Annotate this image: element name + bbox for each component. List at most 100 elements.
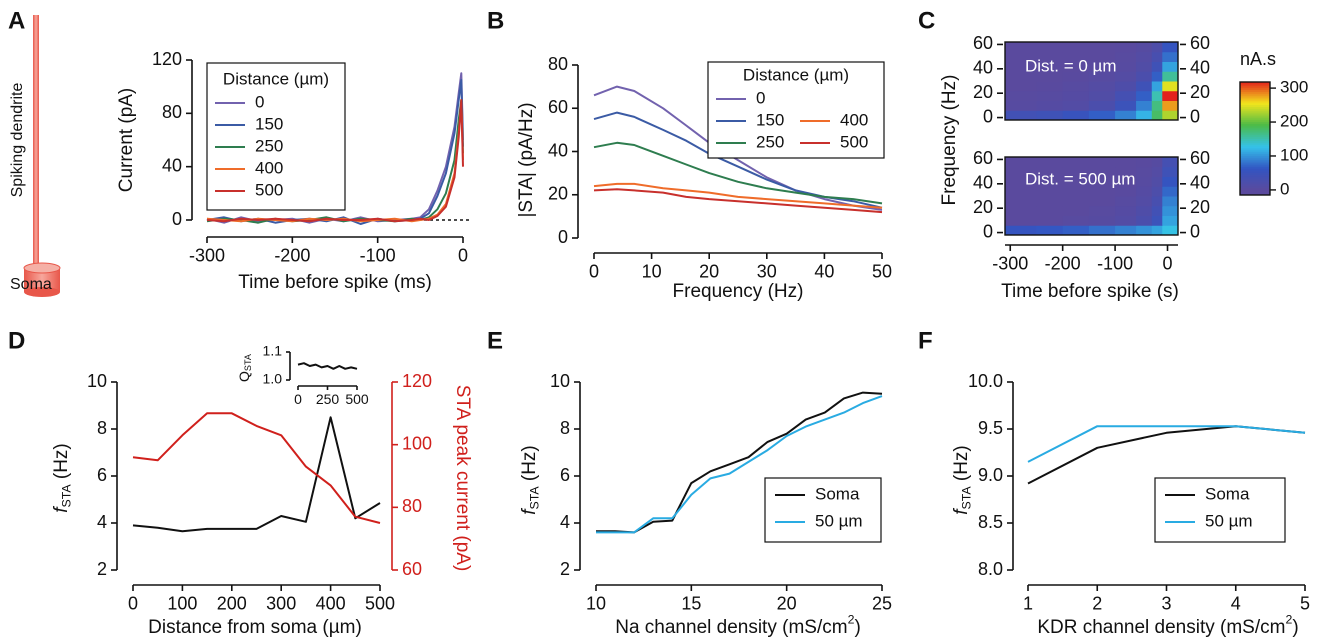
legend-label: 150 (255, 114, 283, 133)
colorbar-strip (1240, 181, 1270, 185)
heat-cell (1151, 157, 1163, 168)
heat-cell (1151, 51, 1163, 62)
heat-cell (1088, 196, 1116, 207)
heat-cell (1136, 196, 1153, 207)
colorbar-strip (1240, 151, 1270, 155)
panel-letter: B (487, 7, 504, 34)
legend-label: 500 (255, 180, 283, 199)
colorbar-strip (1240, 174, 1270, 177)
y2-tick-label: 60 (1190, 148, 1210, 168)
colorbar-strip (1240, 138, 1270, 141)
heat-cell (1115, 225, 1137, 236)
colorbar-strip (1240, 104, 1270, 107)
colorbar-strip (1240, 144, 1270, 147)
y-tick-label: 40 (973, 173, 993, 193)
colorbar-strip (1240, 129, 1270, 132)
colorbar-tick-label: 0 (1280, 179, 1289, 198)
y-tick-label: 9.0 (978, 465, 1003, 485)
x-tick-label: 10 (586, 593, 606, 613)
colorbar-strip (1240, 170, 1270, 173)
legend-label: Soma (1205, 484, 1250, 503)
x-tick-label: 0 (458, 245, 468, 265)
colorbar-strip (1240, 187, 1270, 190)
heat-cell (1136, 215, 1153, 226)
x-tick-label: 10 (642, 261, 662, 281)
heat-cell (1151, 61, 1163, 72)
heat-cell (1005, 100, 1037, 111)
heat-cell (1162, 61, 1179, 72)
y2-axis-label: STA peak current (pA) (452, 385, 473, 572)
label-part: (Hz) (519, 445, 540, 486)
y2-tick-label: 40 (1190, 58, 1210, 78)
panel-letter: E (487, 327, 503, 354)
heat-cell (1062, 166, 1090, 177)
heatmap-frame (1004, 156, 1179, 236)
y-tick-label: 10.0 (968, 371, 1003, 391)
colorbar-strip (1240, 146, 1270, 149)
heat-cell (1088, 215, 1116, 226)
label-part: f (51, 506, 72, 513)
heat-cell (1062, 186, 1090, 197)
heat-cell (1136, 51, 1153, 62)
colorbar-frame (1239, 81, 1271, 196)
colorbar-strip (1240, 100, 1270, 104)
x-axis-label: Na channel density (mS/cm2) (615, 613, 861, 638)
heat-cell (1162, 51, 1179, 62)
y2-tick-label: 60 (1190, 33, 1210, 53)
heat-cell (1005, 90, 1037, 101)
heat-cell (1115, 42, 1137, 53)
colorbar-strip (1240, 179, 1270, 183)
y-axis-label: |STA| (pA/Hz) (516, 102, 537, 217)
heat-cell (1088, 110, 1116, 121)
y-tick-label: 20 (548, 184, 568, 204)
heat-cell (1088, 176, 1116, 187)
colorbar-strip (1240, 91, 1270, 94)
heat-cell (1088, 166, 1116, 177)
colorbar-strip (1240, 191, 1270, 194)
label-part: 2 (848, 613, 855, 627)
series-line (132, 412, 381, 524)
y-tick-label: 20 (973, 82, 993, 102)
label-part: 2 (1285, 613, 1292, 627)
heat-cell (1088, 157, 1116, 168)
x-tick-label: 5 (1300, 593, 1310, 613)
heat-cell (1136, 157, 1153, 168)
y-tick-label: 2 (97, 559, 107, 579)
colorbar-strip (1240, 87, 1270, 91)
y-tick-label: 8.5 (978, 512, 1003, 532)
heat-cell (1005, 157, 1037, 168)
colorbar-strip (1240, 176, 1270, 179)
colorbar-strip (1240, 85, 1270, 89)
label-part: f (519, 508, 540, 515)
heat-cell (1036, 215, 1064, 226)
heat-cell (1062, 81, 1090, 92)
colorbar-strip (1240, 97, 1270, 100)
colorbar-strip (1240, 185, 1270, 188)
x-tick-label: 40 (814, 261, 834, 281)
heat-cell (1036, 90, 1064, 101)
y2-tick-label: 0 (1190, 106, 1200, 126)
heat-cell (1115, 176, 1137, 187)
heat-cell (1005, 71, 1037, 82)
x-tick-label: 300 (266, 593, 296, 613)
colorbar-strip (1240, 121, 1270, 124)
heat-cell (1151, 110, 1163, 121)
panel-letter: A (8, 7, 25, 34)
heat-cell (1136, 71, 1153, 82)
heat-cell (1062, 90, 1090, 101)
heat-cell (1088, 225, 1116, 236)
heat-cell (1088, 71, 1116, 82)
heat-cell (1115, 110, 1137, 121)
heat-cell (1062, 215, 1090, 226)
y-tick-label: 4 (560, 512, 570, 532)
label-part: ) (1292, 617, 1298, 638)
heat-cell (1151, 100, 1163, 111)
heat-cell (1005, 42, 1037, 53)
panel-letter: F (918, 327, 933, 354)
heat-cell (1036, 110, 1064, 121)
heat-cell (1151, 176, 1163, 187)
heat-cell (1151, 205, 1163, 216)
colorbar-strip (1240, 178, 1270, 181)
colorbar-strip (1240, 108, 1270, 111)
schematic: Soma Spiking dendrite (9, 15, 61, 297)
